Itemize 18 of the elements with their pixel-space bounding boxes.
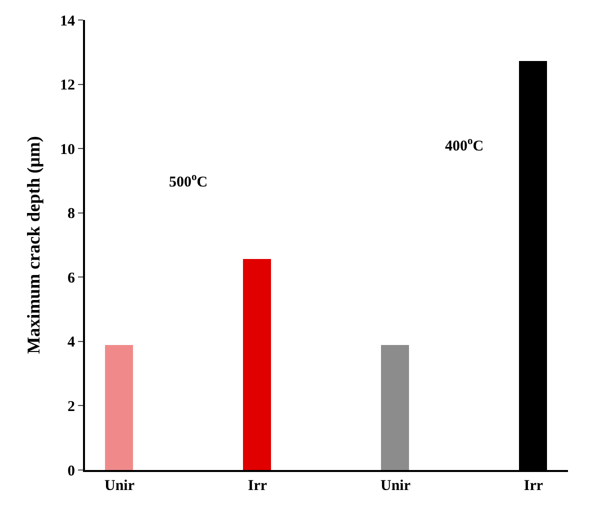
y-tick-label: 10 bbox=[60, 142, 75, 158]
bar bbox=[243, 259, 271, 470]
bar bbox=[381, 345, 409, 470]
x-tick-label: Irr bbox=[248, 478, 268, 494]
y-tick-label: 2 bbox=[68, 398, 75, 415]
annotation: 400$^{o}$C bbox=[445, 136, 484, 154]
y-axis-title: Maximum crack depth (μm) bbox=[24, 136, 44, 354]
annotation: 500$^{o}$C bbox=[169, 172, 208, 190]
y-tick-label: 14 bbox=[60, 13, 76, 30]
y-tick-label: 4 bbox=[68, 334, 76, 351]
x-tick-label: Unir bbox=[104, 478, 135, 494]
bar bbox=[105, 345, 133, 470]
y-tick-label: 12 bbox=[60, 78, 75, 94]
y-tick-label: 0 bbox=[68, 463, 75, 480]
x-tick-label: Unir bbox=[380, 478, 411, 494]
x-tick-label: Irr bbox=[524, 478, 544, 494]
y-tick-label: 6 bbox=[68, 270, 76, 286]
y-tick-label: 8 bbox=[68, 206, 75, 222]
